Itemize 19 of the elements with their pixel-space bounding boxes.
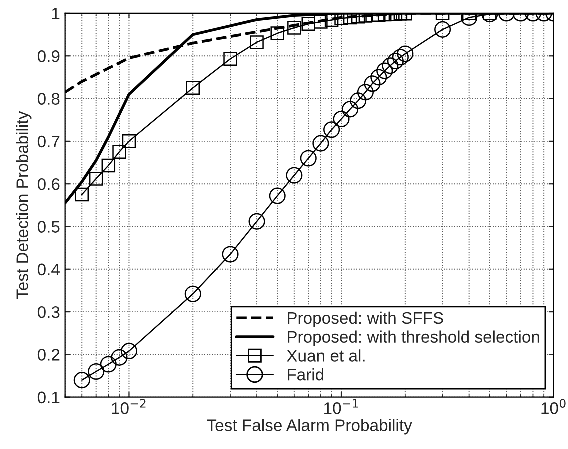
legend-label: Proposed: with threshold selection	[288, 330, 540, 346]
x-tick-label: 10$^{−1}$	[324, 399, 358, 414]
x-tick-label: 10$^{0}$	[542, 399, 566, 414]
y-axis-title: Test Detection Probability	[16, 111, 32, 300]
y-tick-label: 0.9	[38, 50, 60, 62]
y-tick-label: 0.4	[38, 264, 60, 276]
x-tick-label: 10$^{−2}$	[112, 399, 146, 414]
legend-label: Farid	[288, 368, 324, 381]
y-tick-label: 0.3	[38, 306, 60, 318]
legend-label: Proposed: with SFFS	[288, 312, 444, 328]
y-tick-label: 0.8	[38, 93, 60, 105]
y-tick-label: 0.5	[38, 221, 60, 233]
y-tick-label: 0.6	[38, 178, 60, 190]
y-tick-label: 0.1	[38, 392, 60, 404]
legend-label: Xuan et al.	[287, 350, 365, 362]
y-tick-label: 1	[52, 8, 60, 20]
x-axis-title: Test False Alarm Probability	[207, 419, 412, 435]
y-tick-label: 0.7	[38, 136, 60, 148]
y-tick-label: 0.2	[38, 349, 60, 361]
